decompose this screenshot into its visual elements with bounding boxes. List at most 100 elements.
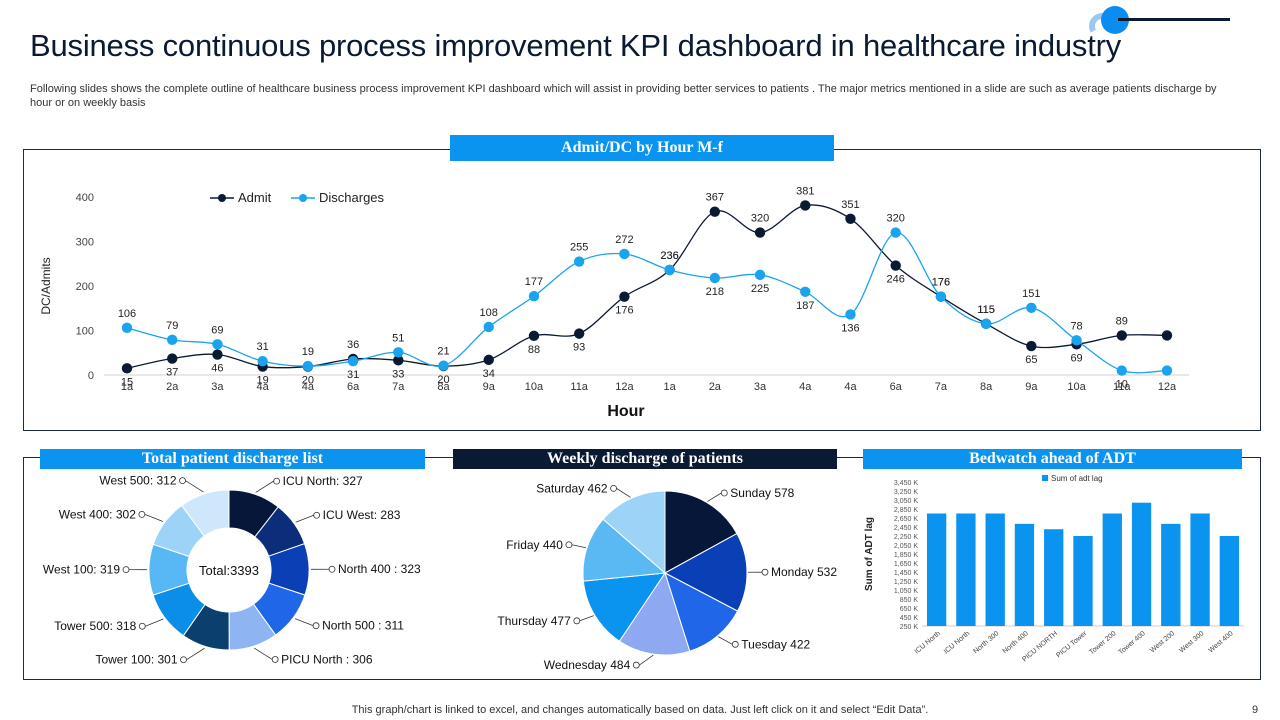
pie-slice — [664, 490, 738, 574]
donut-leader-line — [295, 514, 314, 523]
data-label-discharges: 151 — [1022, 288, 1040, 300]
data-point-discharges — [890, 227, 901, 238]
donut-slice-label: Tower 100: 301 — [95, 653, 177, 667]
data-point-discharges — [935, 291, 947, 302]
donut-leader-line — [145, 618, 164, 627]
pie-slice-label: Saturday 462 — [536, 481, 608, 495]
bar — [956, 513, 976, 626]
x-tick-label: 9a — [483, 381, 496, 393]
donut-slice-label: West 100: 319 — [43, 563, 120, 577]
data-point-discharges — [664, 264, 675, 276]
donut-leader-marker — [328, 565, 336, 573]
bar — [1014, 523, 1035, 626]
bar-y-tick-label: 250 K — [900, 624, 919, 631]
pie-slice — [663, 532, 748, 612]
x-tick-label: 4a — [257, 381, 270, 393]
data-label-admit: 15 — [121, 376, 133, 388]
bar-y-tick-label: 450 K — [900, 615, 919, 622]
data-label-discharges: 106 — [118, 308, 136, 320]
donut-leader-line — [253, 647, 273, 660]
data-point-discharges — [302, 360, 314, 372]
pie-leader-marker — [610, 484, 617, 492]
data-point-discharges — [573, 256, 585, 267]
donut-leader-line — [185, 480, 204, 493]
data-point-discharges — [347, 356, 359, 367]
pie-leader-line — [707, 492, 722, 502]
x-tick-label: 1a — [663, 381, 676, 393]
bar-chart-header: Bedwatch ahead of ADT — [863, 449, 1242, 469]
data-label-admit: 36 — [347, 339, 359, 351]
bar-y-axis-title: Sum of ADT lag — [864, 517, 875, 591]
data-label-admit: 33 — [392, 368, 404, 380]
bar-y-tick-label: 1,450 K — [894, 570, 918, 577]
footer-note: This graph/chart is linked to excel, and… — [351, 704, 929, 716]
pie-leader-line — [639, 654, 654, 666]
bar-legend-label: Sum of adt lag — [1051, 474, 1103, 483]
pie-slice-label: Tuesday 422 — [741, 637, 810, 651]
pie-slice-label: Wednesday 484 — [544, 658, 631, 672]
legend-marker — [218, 194, 226, 202]
pie-slice-label: Monday 532 — [771, 565, 837, 579]
data-point-discharges — [1161, 365, 1173, 376]
data-label-admit: 20 — [302, 375, 314, 387]
data-point-admit — [754, 227, 766, 238]
pie-leader-marker — [565, 541, 573, 549]
data-label-admit: 176 — [615, 305, 633, 317]
bar-y-tick-label: 2,250 K — [894, 534, 918, 541]
data-label-discharges: 177 — [525, 276, 543, 288]
line-chart-panel: 0 100 200 300 400 1a 2a 3a 4a 4a 6a 7a 8a 9a 10a 11a 12a… — [23, 149, 1261, 431]
bar-y-tick-label: 2,850 K — [894, 507, 918, 514]
page-number: 9 — [1252, 704, 1259, 716]
x-tick-label: 2a — [709, 381, 722, 393]
bar — [1161, 523, 1181, 626]
data-point-admit — [212, 349, 223, 360]
data-label-discharges: 31 — [257, 341, 269, 353]
data-label-admit: 320 — [751, 213, 769, 225]
data-label-discharges: 320 — [887, 213, 905, 225]
legend-label: Discharges — [319, 190, 385, 205]
bar-y-tick-label: 2,050 K — [894, 543, 918, 550]
pie-leader-line — [718, 636, 733, 645]
discharge-donut-chart: ICU North: 327 ICU West: 283 North 400 : 3… — [43, 474, 421, 667]
data-label-admit: 34 — [483, 368, 495, 380]
pie-slice-label: Friday 440 — [506, 538, 563, 552]
data-label-discharges: 176 — [932, 277, 950, 289]
x-tick-label: 7a — [935, 381, 948, 393]
x-tick-label: 10a — [1067, 381, 1086, 393]
admit-dc-line-chart: 0 100 200 300 400 1a 2a 3a 4a 4a 6a 7a 8a 9a 10a 11a 12a… — [39, 185, 1189, 420]
data-label-discharges: 225 — [751, 283, 769, 295]
data-point-discharges — [845, 309, 856, 320]
legend-label: Admit — [238, 190, 272, 205]
data-label-discharges: 19 — [302, 346, 314, 358]
bar-y-tick-label: 650 K — [900, 606, 919, 613]
data-label-admit: 19 — [257, 375, 269, 387]
data-label-discharges: 218 — [706, 286, 724, 298]
x-tick-label: 8a — [980, 381, 993, 393]
data-label-admit: 367 — [706, 192, 724, 204]
data-label-admit: 115 — [977, 304, 995, 316]
x-tick-label: 6a — [890, 381, 903, 393]
bar-x-tick-label: Tower 200 — [1088, 630, 1117, 656]
pie-leader-marker — [573, 617, 581, 625]
x-tick-label: 12a — [1158, 381, 1177, 393]
data-label-admit: 37 — [166, 367, 178, 379]
data-point-discharges — [980, 318, 992, 330]
bar-y-tick-label: 1,650 K — [894, 561, 918, 568]
data-point-discharges — [438, 360, 449, 371]
x-tick-label: 3a — [211, 381, 224, 393]
data-label-discharges: 69 — [211, 324, 223, 336]
data-label-discharges: 187 — [796, 300, 814, 312]
bar — [1073, 536, 1093, 626]
data-label-discharges: 31 — [347, 369, 359, 381]
bar-y-tick-label: 1,050 K — [894, 588, 918, 595]
pie-leader-marker — [632, 661, 640, 669]
donut-slice-label: PICU North : 306 — [281, 652, 373, 666]
x-axis-title: Hour — [607, 403, 644, 420]
data-point-admit — [1116, 330, 1127, 341]
data-point-admit — [890, 260, 901, 271]
donut-slice-label: West 500: 312 — [99, 474, 176, 488]
data-point-discharges — [1116, 365, 1127, 376]
data-label-admit: 69 — [1070, 352, 1082, 364]
data-label-admit: 176 — [932, 277, 950, 289]
bar — [1102, 513, 1122, 626]
